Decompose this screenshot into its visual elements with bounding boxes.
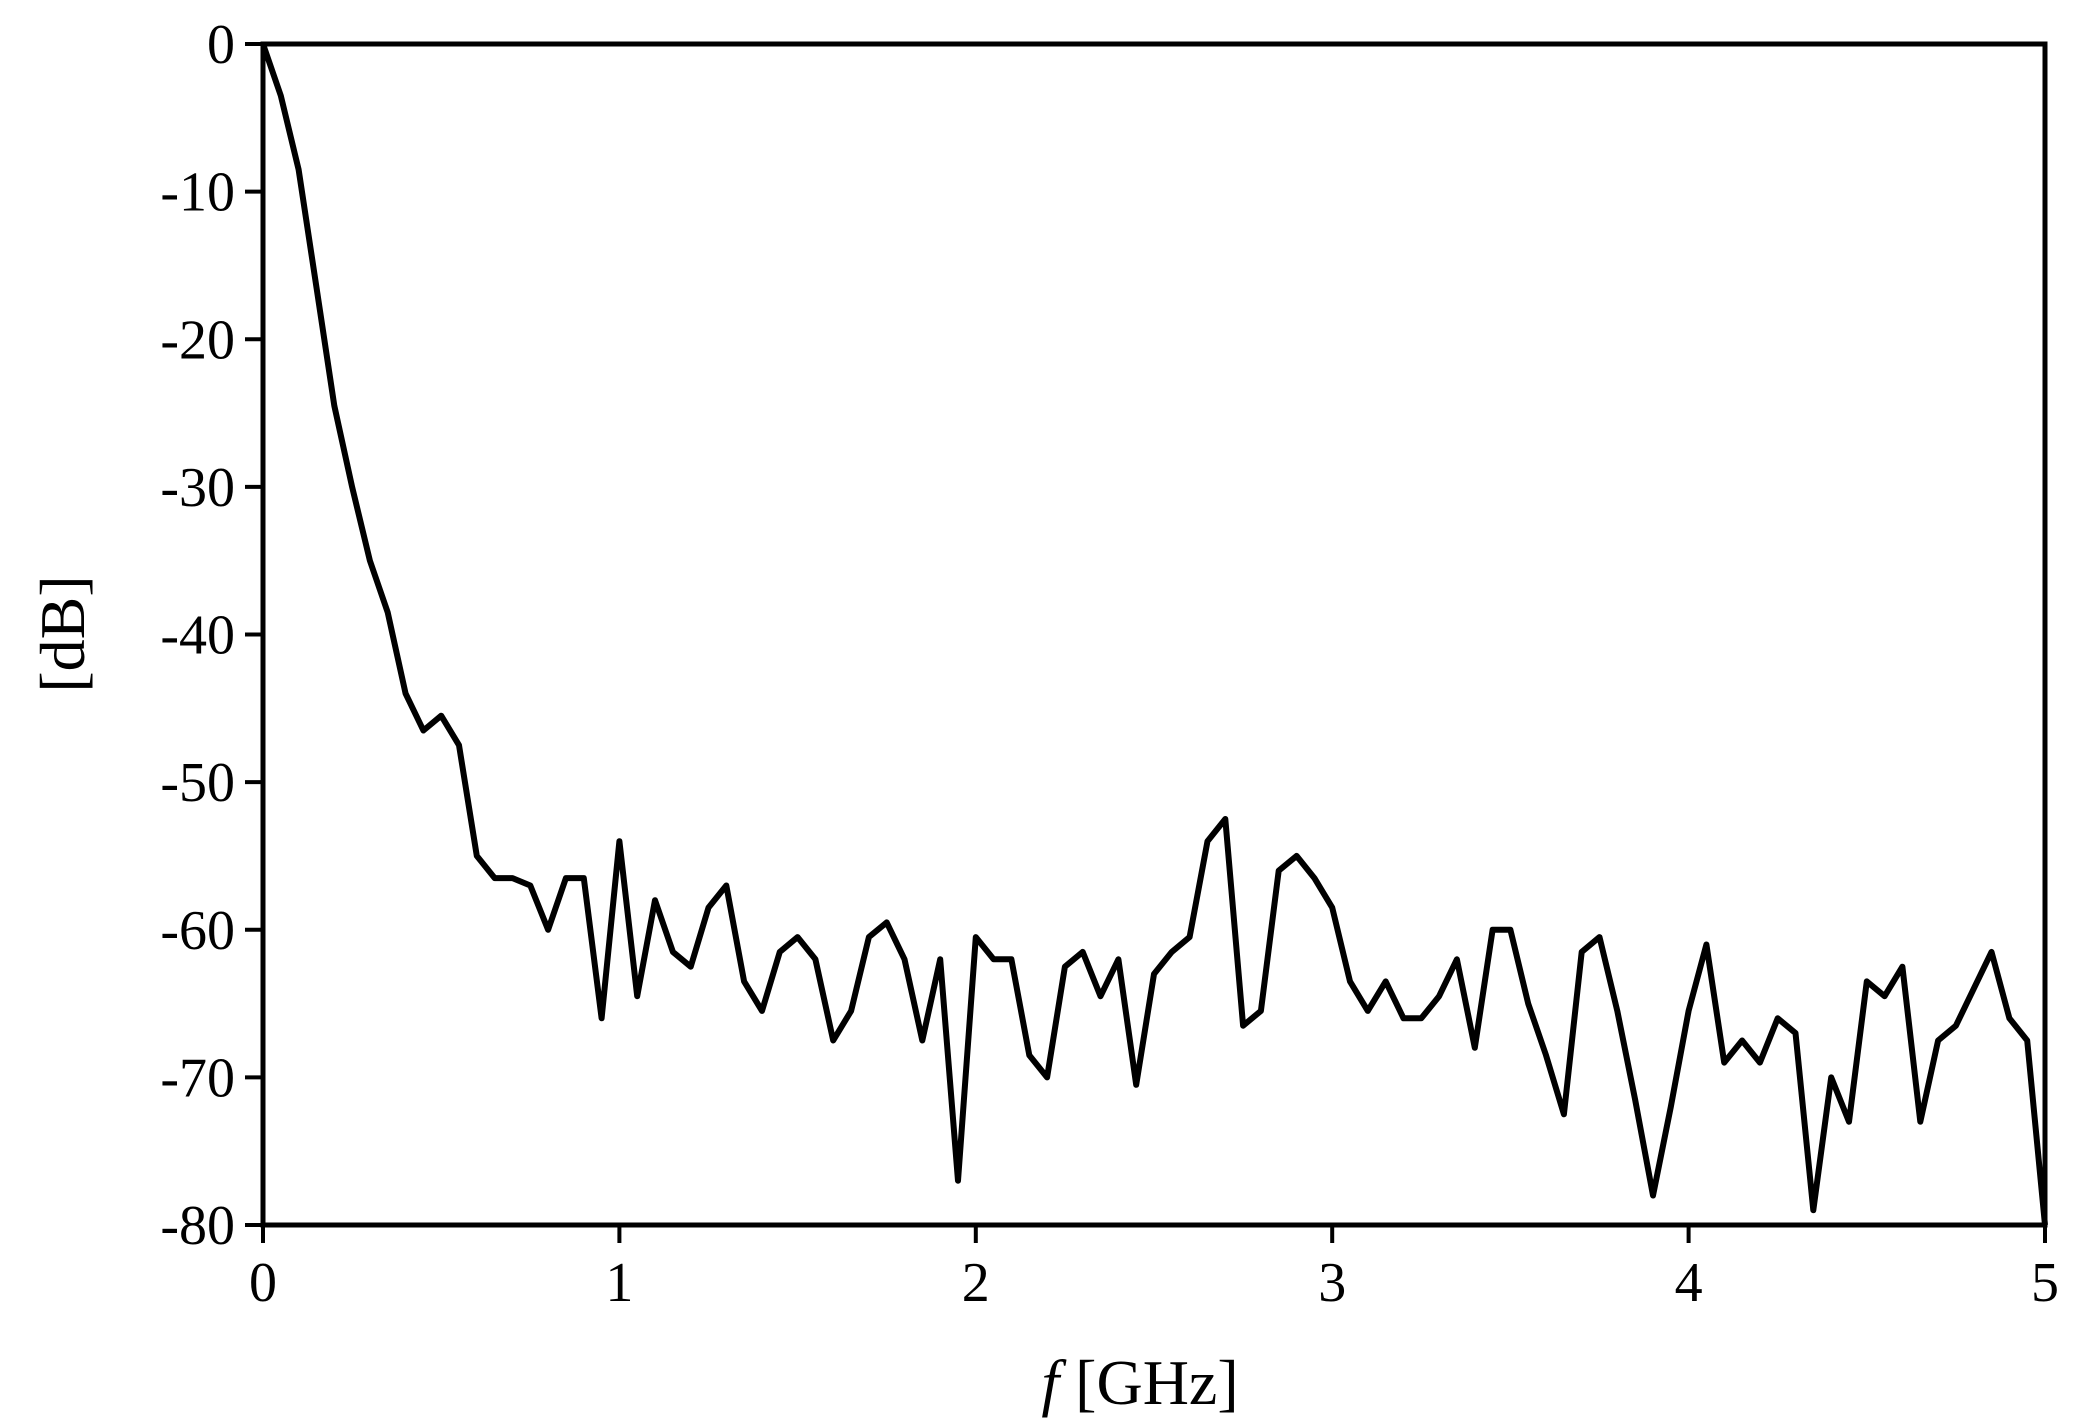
y-tick-label: -40 bbox=[160, 605, 235, 667]
plot-frame bbox=[260, 41, 2048, 1228]
x-axis-label: f [GHz] bbox=[1041, 1347, 1238, 1418]
x-tick-label: 4 bbox=[1675, 1252, 1703, 1314]
x-axis-label-unit: [GHz] bbox=[1059, 1347, 1238, 1418]
y-tick-label: -30 bbox=[160, 457, 235, 519]
x-tick-label: 2 bbox=[962, 1252, 990, 1314]
y-tick-label: 0 bbox=[207, 14, 235, 76]
y-tick-label: -10 bbox=[160, 162, 235, 224]
y-tick-label: -80 bbox=[160, 1195, 235, 1257]
y-tick-label: -20 bbox=[160, 309, 235, 371]
y-ticks: 0 -10 -20 -30 -40 -50 -60 -70 -80 bbox=[160, 14, 263, 1257]
x-tick-label: 1 bbox=[605, 1252, 633, 1314]
x-ticks: 0 1 2 3 4 5 bbox=[249, 1225, 2059, 1314]
y-axis-label: [dB] bbox=[27, 575, 98, 692]
y-tick-label: -60 bbox=[160, 900, 235, 962]
x-tick-label: 3 bbox=[1318, 1252, 1346, 1314]
x-tick-label: 0 bbox=[249, 1252, 277, 1314]
series-line bbox=[260, 43, 2048, 1226]
y-tick-label: -50 bbox=[160, 752, 235, 814]
y-tick-label: -70 bbox=[160, 1047, 235, 1109]
x-tick-label: 5 bbox=[2031, 1252, 2059, 1314]
